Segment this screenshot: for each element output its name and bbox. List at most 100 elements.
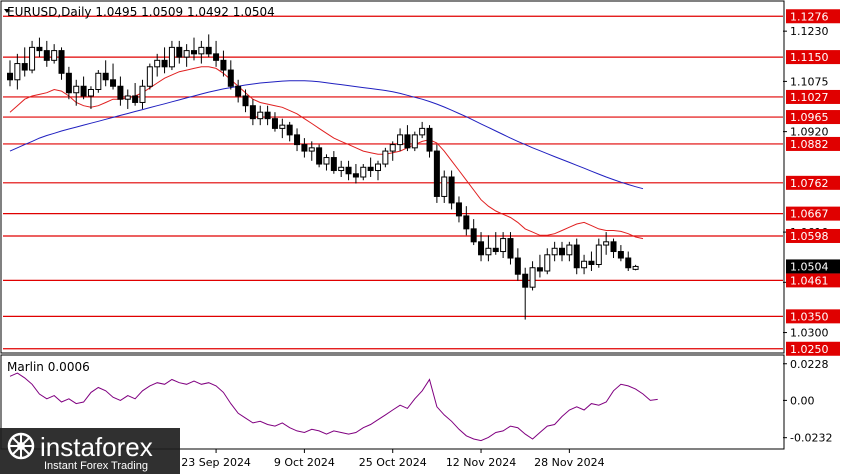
candle [632, 264, 639, 271]
candle [139, 79, 146, 109]
candle [581, 254, 588, 275]
candle-body [102, 72, 109, 81]
candle [514, 248, 521, 281]
current-price-label: 1.0504 [790, 260, 829, 273]
symbol-header: EURUSD,Daily 1.0495 1.0509 1.0492 1.0504 [7, 5, 275, 19]
level-label: 1.1027 [790, 91, 829, 104]
level-label: 1.0461 [790, 274, 829, 287]
candle-body [139, 85, 146, 103]
candle [323, 154, 330, 171]
level-label: 1.0598 [790, 230, 829, 243]
candle-body [500, 238, 507, 253]
candle-body [294, 134, 301, 146]
candle [397, 128, 404, 152]
candle [235, 79, 242, 103]
candle [117, 76, 124, 106]
candle-body [463, 215, 470, 230]
candle [610, 238, 617, 259]
level-label: 1.0350 [790, 310, 829, 323]
candle-body [522, 273, 529, 288]
candle [29, 40, 36, 74]
indicator-label: Marlin 0.0006 [7, 360, 90, 374]
candle [110, 63, 117, 90]
candle [559, 241, 565, 262]
level-label-bg [786, 228, 840, 243]
candle [51, 44, 58, 64]
candle-body [352, 173, 359, 178]
candle-body [367, 166, 374, 172]
time-tick-label: 9 Oct 2024 [274, 456, 335, 469]
oscillator-axis: 0.0228 0.00 -0.0232 [783, 358, 832, 445]
candle-body [397, 134, 404, 146]
candle [7, 60, 13, 87]
moving-averages [9, 66, 644, 240]
candle [183, 44, 190, 67]
candle-body [227, 69, 234, 87]
candle-body [573, 244, 580, 269]
candle-body [603, 241, 610, 246]
candle-body [559, 247, 565, 256]
time-axis: 23 Sep 2024 9 Oct 2024 25 Oct 2024 12 Nov 2… [181, 449, 605, 469]
candle-body [566, 244, 573, 256]
candle-body [485, 247, 492, 256]
candle [242, 89, 249, 113]
candle [367, 157, 374, 177]
level-label: 1.1276 [790, 10, 829, 23]
candle [455, 196, 462, 223]
candle-body [588, 260, 595, 265]
candle [330, 151, 337, 174]
candle [316, 144, 323, 168]
candle-body [426, 127, 433, 152]
candle [220, 50, 227, 77]
candle [257, 105, 264, 126]
collapse-triangle-icon[interactable] [4, 9, 10, 13]
candle [595, 238, 602, 268]
candle-body [551, 247, 558, 256]
candle-body [73, 85, 80, 94]
candle-body [191, 50, 197, 55]
candle [308, 141, 315, 161]
candle [264, 105, 271, 126]
candle [21, 47, 28, 77]
watermark-background [0, 428, 180, 474]
candle-body [58, 50, 65, 74]
level-label-bg [786, 309, 840, 324]
candle-body [161, 59, 168, 68]
candle [146, 63, 153, 90]
candle [544, 248, 551, 275]
candle [58, 47, 65, 80]
candle [603, 232, 610, 255]
candle-body [80, 85, 87, 97]
candle-body [51, 50, 58, 61]
candle-body [279, 124, 286, 129]
price-tick-label: 1.0300 [790, 327, 829, 340]
candle-body [581, 260, 588, 269]
candle [213, 40, 220, 67]
candle-body [536, 267, 543, 272]
candle [426, 125, 433, 158]
candle-body [389, 144, 396, 152]
candle [286, 121, 293, 142]
candle-body [65, 72, 72, 94]
candle-body [87, 89, 94, 97]
level-label: 1.0882 [790, 138, 829, 151]
candle [198, 40, 205, 64]
candle-body [205, 46, 212, 55]
candle-body [14, 63, 21, 81]
watermark-brand: instaforex [40, 432, 153, 462]
candle-body [419, 127, 426, 136]
candle [132, 83, 139, 106]
candle [500, 232, 507, 259]
candle [522, 267, 529, 320]
candle [301, 138, 308, 158]
candle [470, 219, 477, 246]
candle [294, 128, 301, 152]
candle [249, 99, 256, 126]
broker-watermark: instaforex Instant Forex Trading [0, 428, 180, 474]
level-label-bg [786, 50, 840, 65]
candle-body [441, 176, 448, 197]
candle-body [249, 105, 256, 120]
candle [191, 37, 197, 61]
candle-body [448, 176, 455, 204]
candle-body [29, 46, 36, 71]
